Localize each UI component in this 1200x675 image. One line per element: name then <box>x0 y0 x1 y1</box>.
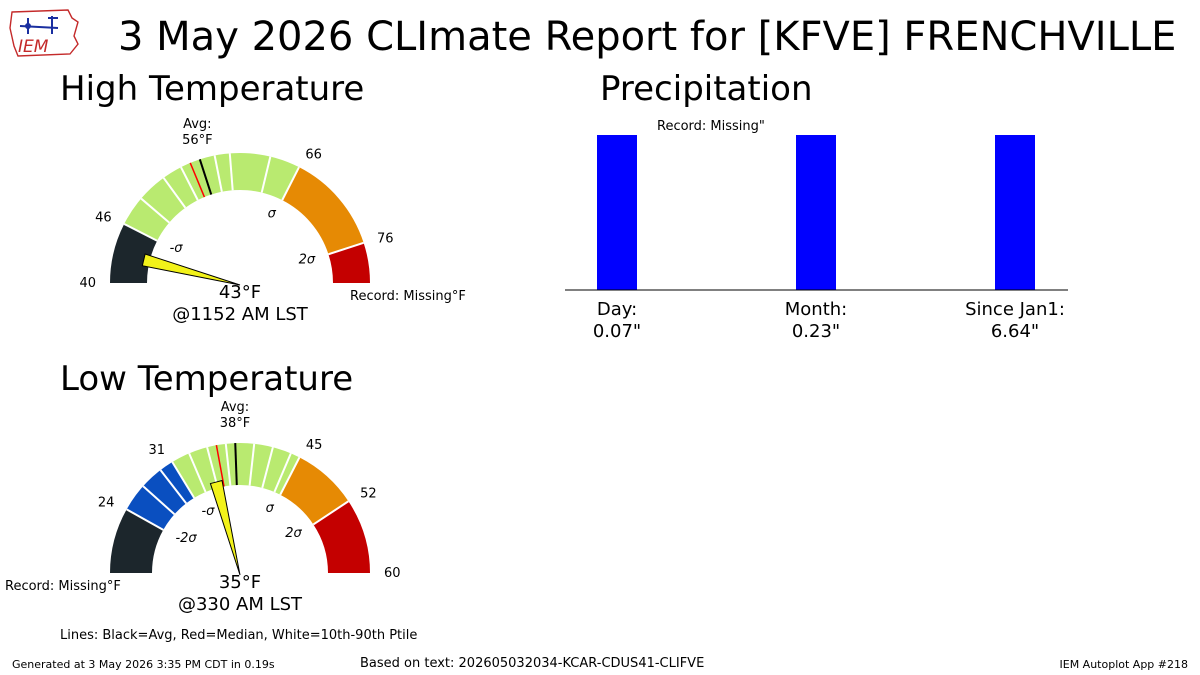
gauge-tick-label: 45 <box>306 438 323 453</box>
gauge-band-above_2sigma <box>328 242 370 283</box>
sigma-label: 2σ <box>299 253 316 268</box>
precip-category-label: Month: 0.23" <box>785 299 847 342</box>
sigma-label: σ <box>268 207 277 222</box>
sigma-label: -σ <box>201 504 215 519</box>
gauge-tick-label: 52 <box>360 487 377 502</box>
gauge-needle <box>141 253 241 286</box>
sigma-label: -σ <box>170 241 184 256</box>
average-label: Avg: 38°F <box>220 400 251 431</box>
average-line <box>234 443 238 486</box>
gauge-band-below_2sigma <box>110 223 158 283</box>
precip-bar <box>796 135 836 290</box>
percentile-line <box>248 443 256 486</box>
gauge-legend-note: Lines: Black=Avg, Red=Median, White=10th… <box>60 628 418 643</box>
percentile-line <box>162 177 187 209</box>
high-temperature-title: High Temperature <box>60 69 365 109</box>
sigma-label: -2σ <box>175 531 197 546</box>
gauge-band-below_2sigma <box>110 509 164 573</box>
band-separator <box>123 223 158 242</box>
high-temperature-gauge: Avg: 56°F 40 46 66 76 -σ σ 2σ 43°F @1152 AM LST Rec… <box>79 117 466 325</box>
percentile-line <box>213 155 223 192</box>
percentile-line <box>206 446 219 489</box>
gauge-needle <box>209 479 241 576</box>
logo-text: IEM <box>18 37 49 57</box>
precipitation-chart: Day: 0.07" Month: 0.23" Since Jan1: 6.64" Reco… <box>565 119 1068 342</box>
source-text-id: Based on text: 202605032034-KCAR-CDUS41-… <box>360 656 705 671</box>
gauge-band-below_sigma <box>126 462 195 530</box>
band-separator <box>279 456 301 496</box>
band-separator <box>312 500 349 526</box>
average-label: Avg: 56°F <box>182 117 213 148</box>
record-label: Record: Missing°F <box>350 289 466 304</box>
gauge-tick-label: 40 <box>79 276 96 291</box>
band-separator <box>328 241 364 256</box>
gauge-tick-label: 66 <box>305 148 322 163</box>
median-line <box>189 162 206 198</box>
low-temperature-title: Low Temperature <box>60 359 354 399</box>
precip-bar <box>995 135 1035 290</box>
percentile-line <box>273 452 292 493</box>
percentile-line <box>228 153 234 191</box>
gauge-band-above_sigma <box>280 457 349 525</box>
generated-timestamp: Generated at 3 May 2026 3:35 PM CDT in 0… <box>12 658 275 671</box>
percentile-line <box>261 446 274 489</box>
precipitation-title: Precipitation <box>600 69 813 109</box>
gauge-tick-label: 24 <box>98 496 115 511</box>
percentile-line <box>224 443 232 486</box>
sigma-label: 2σ <box>285 526 302 541</box>
percentile-line <box>260 156 272 193</box>
gauge-band-normal <box>124 152 300 241</box>
page-title: 3 May 2026 CLImate Report for [KFVE] FRE… <box>118 14 1177 60</box>
band-separator <box>281 166 300 201</box>
record-label: Record: Missing°F <box>5 579 121 594</box>
average-line <box>198 159 213 195</box>
gauge-tick-label: 31 <box>148 443 165 458</box>
app-label: IEM Autoplot App #218 <box>1059 658 1189 671</box>
median-line <box>215 445 225 487</box>
precip-bar <box>597 135 637 290</box>
gauge-tick-label: 46 <box>95 211 112 226</box>
observed-value-label: 43°F @1152 AM LST <box>172 282 309 325</box>
percentile-line <box>140 197 170 224</box>
iem-logo: IEM <box>9 9 79 57</box>
gauge-band-above_2sigma <box>313 501 370 573</box>
low-temperature-gauge: Avg: 38°F 24 31 45 52 60 -2σ -σ σ 2σ 35°F @330 AM LS… <box>5 400 401 615</box>
precip-record-annotation: Record: Missing" <box>657 119 765 134</box>
observed-value-label: 35°F @330 AM LST <box>178 572 303 615</box>
percentile-line <box>142 485 176 516</box>
gauge-tick-label: 76 <box>377 232 394 247</box>
gauge-band-above_sigma <box>282 167 364 255</box>
band-separator <box>126 508 164 531</box>
precip-category-label: Day: 0.07" <box>593 299 641 342</box>
percentile-line <box>180 166 199 201</box>
percentile-line <box>188 452 207 493</box>
precip-category-label: Since Jan1: 6.64" <box>965 299 1065 342</box>
percentile-line <box>159 469 188 504</box>
sigma-label: σ <box>266 501 275 516</box>
gauge-tick-label: 60 <box>384 566 401 581</box>
band-separator <box>171 461 196 499</box>
